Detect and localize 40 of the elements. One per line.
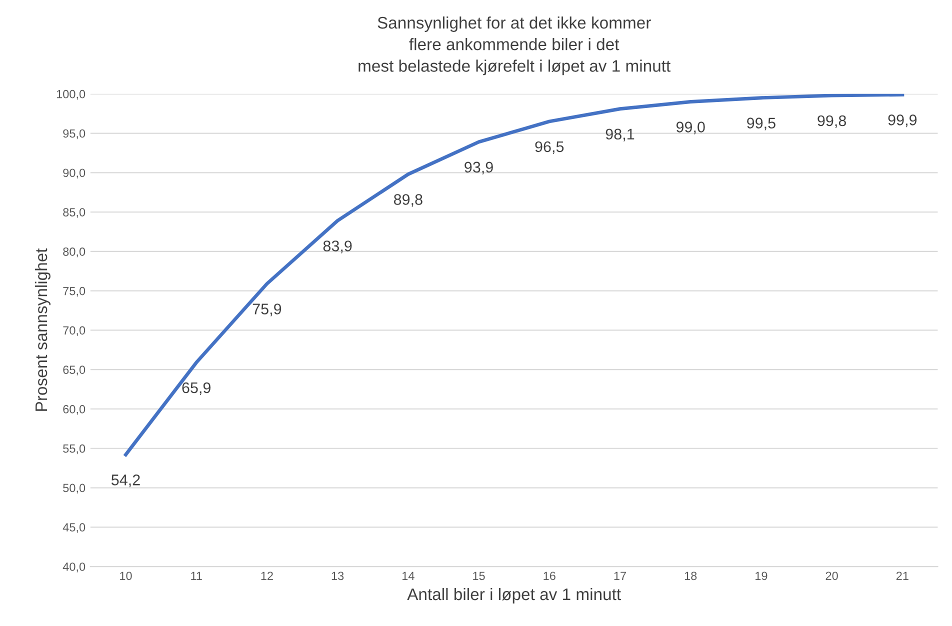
y-tick-label: 50,0 (63, 484, 86, 494)
x-tick-label: 15 (473, 572, 485, 580)
x-tick-label: 11 (191, 572, 202, 580)
y-tick-label: 95,0 (63, 129, 86, 140)
data-label: 54,2 (111, 474, 140, 488)
x-tick-label: 18 (684, 572, 697, 580)
data-label: 96,5 (535, 141, 564, 154)
data-label: 99,8 (818, 115, 846, 128)
data-label: 89,8 (394, 194, 422, 207)
data-label: 98,1 (606, 128, 634, 142)
x-tick-label: 17 (614, 572, 626, 580)
x-tick-label: 12 (261, 572, 273, 580)
y-tick-label: 65,0 (63, 366, 86, 376)
x-tick-label: 21 (896, 572, 908, 580)
data-label: 65,9 (182, 382, 210, 395)
y-tick-label: 100,0 (56, 90, 86, 100)
x-axis-title: Antall biler i løpet av 1 minutt (407, 588, 621, 604)
y-tick-label: 90,0 (63, 168, 86, 178)
data-label: 99,9 (888, 114, 917, 128)
x-tick-label: 13 (332, 572, 344, 580)
x-tick-label: 19 (756, 572, 768, 580)
x-tick-label: 10 (120, 572, 132, 580)
y-tick-label: 55,0 (63, 444, 86, 454)
y-tick-label: 45,0 (62, 523, 86, 533)
y-tick-label: 60,0 (63, 405, 86, 415)
data-label: 99,5 (747, 118, 776, 130)
x-tick-label: 16 (544, 572, 556, 580)
y-axis-title: Prosent sannsynlighet (34, 248, 50, 411)
data-label: 83,9 (323, 240, 352, 254)
y-tick-label: 70,0 (63, 326, 86, 336)
data-label: 93,9 (464, 162, 493, 174)
y-tick-label: 40,0 (62, 562, 86, 572)
data-label: 99,0 (676, 122, 705, 134)
y-tick-label: 85,0 (63, 208, 86, 218)
x-tick-label: 14 (402, 572, 414, 580)
y-tick-label: 80,0 (63, 247, 86, 258)
data-label: 75,9 (252, 304, 282, 316)
x-tick-label: 20 (826, 572, 838, 580)
chart-title: Sannsynlighet for at det ikke kommer flere ankommende biler i det mest belastede kjørefelt i løpet av 1 minutt (358, 16, 671, 76)
y-tick-label: 75,0 (63, 286, 86, 297)
